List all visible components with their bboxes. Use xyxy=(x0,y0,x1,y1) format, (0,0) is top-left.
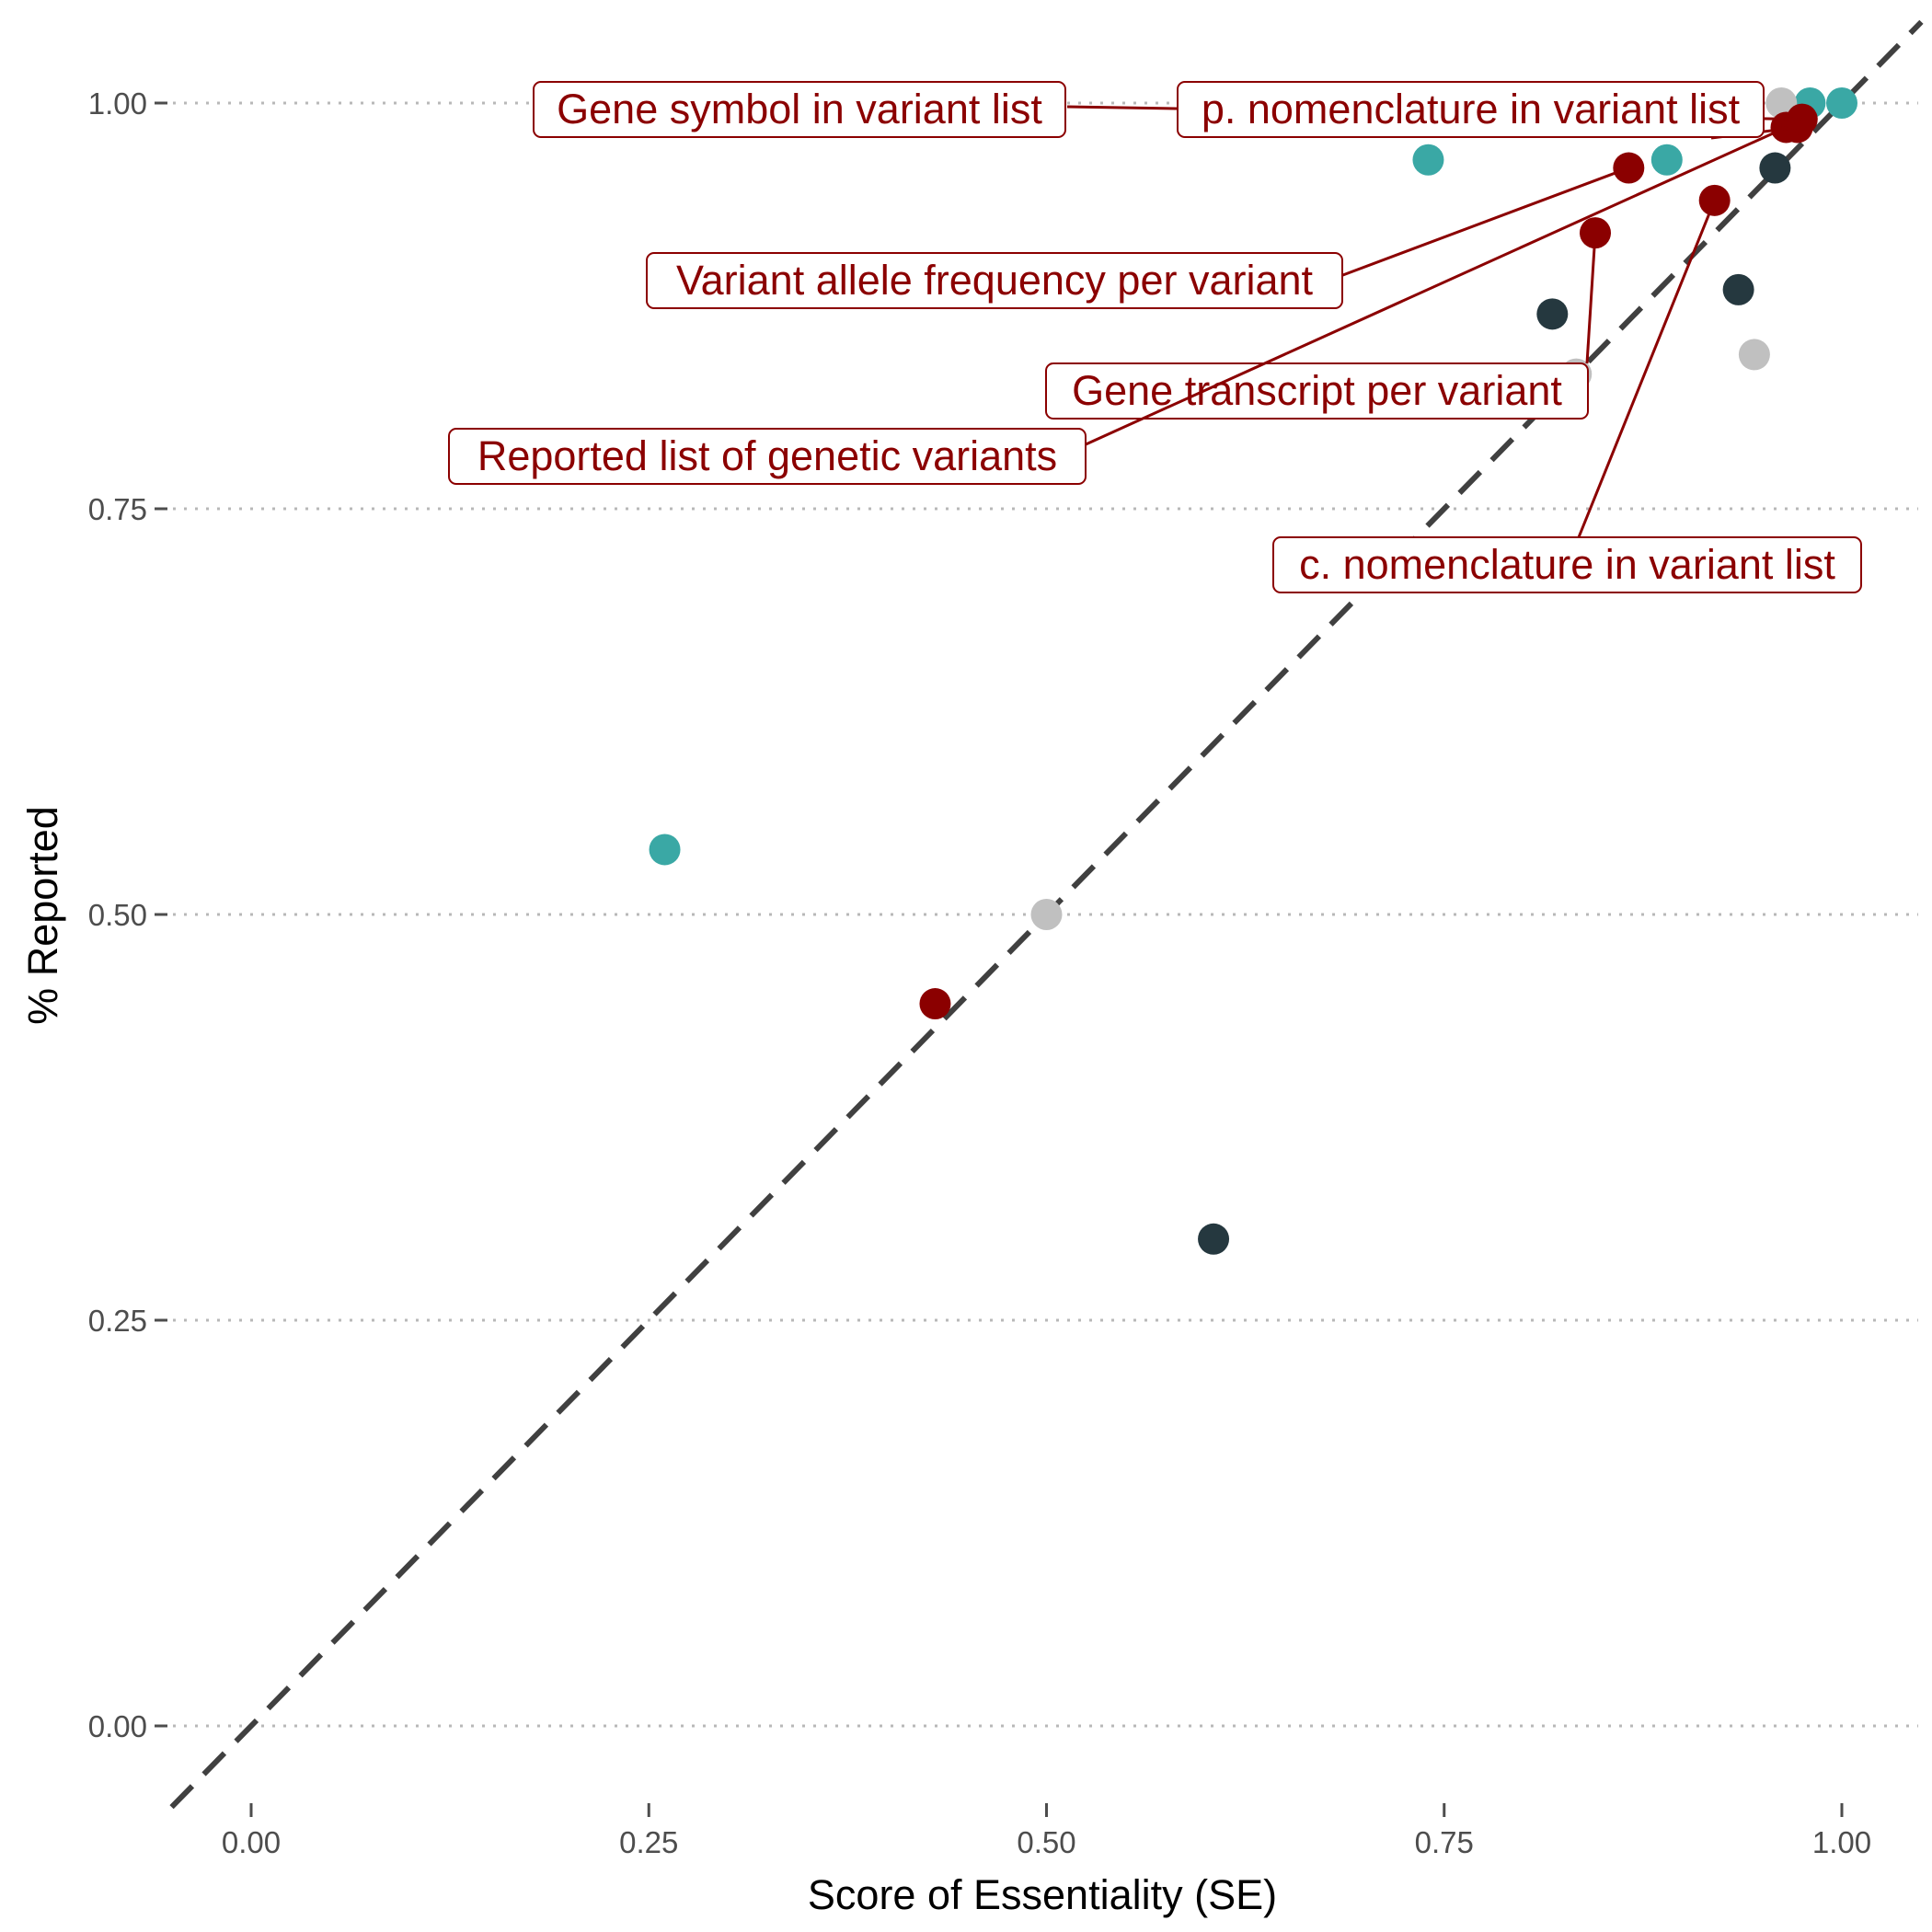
x-tick-label: 1.00 xyxy=(1812,1825,1871,1859)
annotation-text: c. nomenclature in variant list xyxy=(1299,541,1835,588)
annotation-text: Reported list of genetic variants xyxy=(477,432,1057,479)
x-tick-label: 0.25 xyxy=(619,1825,678,1859)
annotation-text: Gene symbol in variant list xyxy=(557,86,1042,132)
data-point xyxy=(919,988,951,1020)
y-axis-title: % Reported xyxy=(19,806,66,1025)
annotation-leader-line xyxy=(1340,167,1629,278)
data-point xyxy=(1412,144,1444,176)
data-point xyxy=(1826,87,1857,119)
data-point xyxy=(649,834,681,866)
annotation-label: Gene transcript per variant xyxy=(1045,233,1597,420)
annotation-box xyxy=(1272,536,1862,593)
data-point xyxy=(1759,152,1791,184)
annotations: Gene symbol in variant list p. nomenclatu… xyxy=(448,81,1862,593)
y-tick-label: 0.00 xyxy=(88,1709,147,1743)
y-tick-label: 0.50 xyxy=(88,898,147,932)
annotation-label: Variant allele frequency per variant xyxy=(646,167,1629,309)
annotation-leader-line xyxy=(1585,233,1597,364)
annotation-label: c. nomenclature in variant list xyxy=(1272,200,1862,593)
x-axis-title: Score of Essentiality (SE) xyxy=(808,1871,1277,1918)
annotation-box xyxy=(533,81,1066,138)
data-point xyxy=(1738,339,1770,371)
annotation-text: p. nomenclature in variant list xyxy=(1202,86,1741,132)
x-tick-label: 0.00 xyxy=(222,1825,281,1859)
x-tick-label: 0.75 xyxy=(1415,1825,1474,1859)
data-point xyxy=(1198,1223,1230,1255)
annotation-text: Gene transcript per variant xyxy=(1072,367,1562,414)
annotation-label: Reported list of genetic variants xyxy=(448,126,1788,485)
annotation-label: p. nomenclature in variant list xyxy=(1177,81,1798,140)
y-tick-label: 1.00 xyxy=(88,86,147,121)
annotation-leader-line xyxy=(1083,126,1788,447)
data-point xyxy=(1030,899,1063,930)
data-point xyxy=(1722,273,1754,305)
annotation-text: Variant allele frequency per variant xyxy=(676,257,1314,304)
annotation-box xyxy=(448,428,1087,485)
annotation-leader-line xyxy=(1577,200,1717,538)
y-tick-label: 0.75 xyxy=(88,492,147,526)
y-axis: 0.00 0.25 0.50 0.75 1.00 xyxy=(88,86,167,1743)
y-tick-label: 0.25 xyxy=(88,1304,147,1338)
annotation-box xyxy=(646,252,1343,309)
x-tick-label: 0.50 xyxy=(1017,1825,1075,1859)
annotation-box xyxy=(1177,81,1765,138)
data-point xyxy=(1536,298,1569,330)
x-axis: 0.00 0.25 0.50 0.75 1.00 xyxy=(222,1803,1871,1859)
annotation-box xyxy=(1045,362,1589,420)
data-point xyxy=(1650,144,1683,176)
